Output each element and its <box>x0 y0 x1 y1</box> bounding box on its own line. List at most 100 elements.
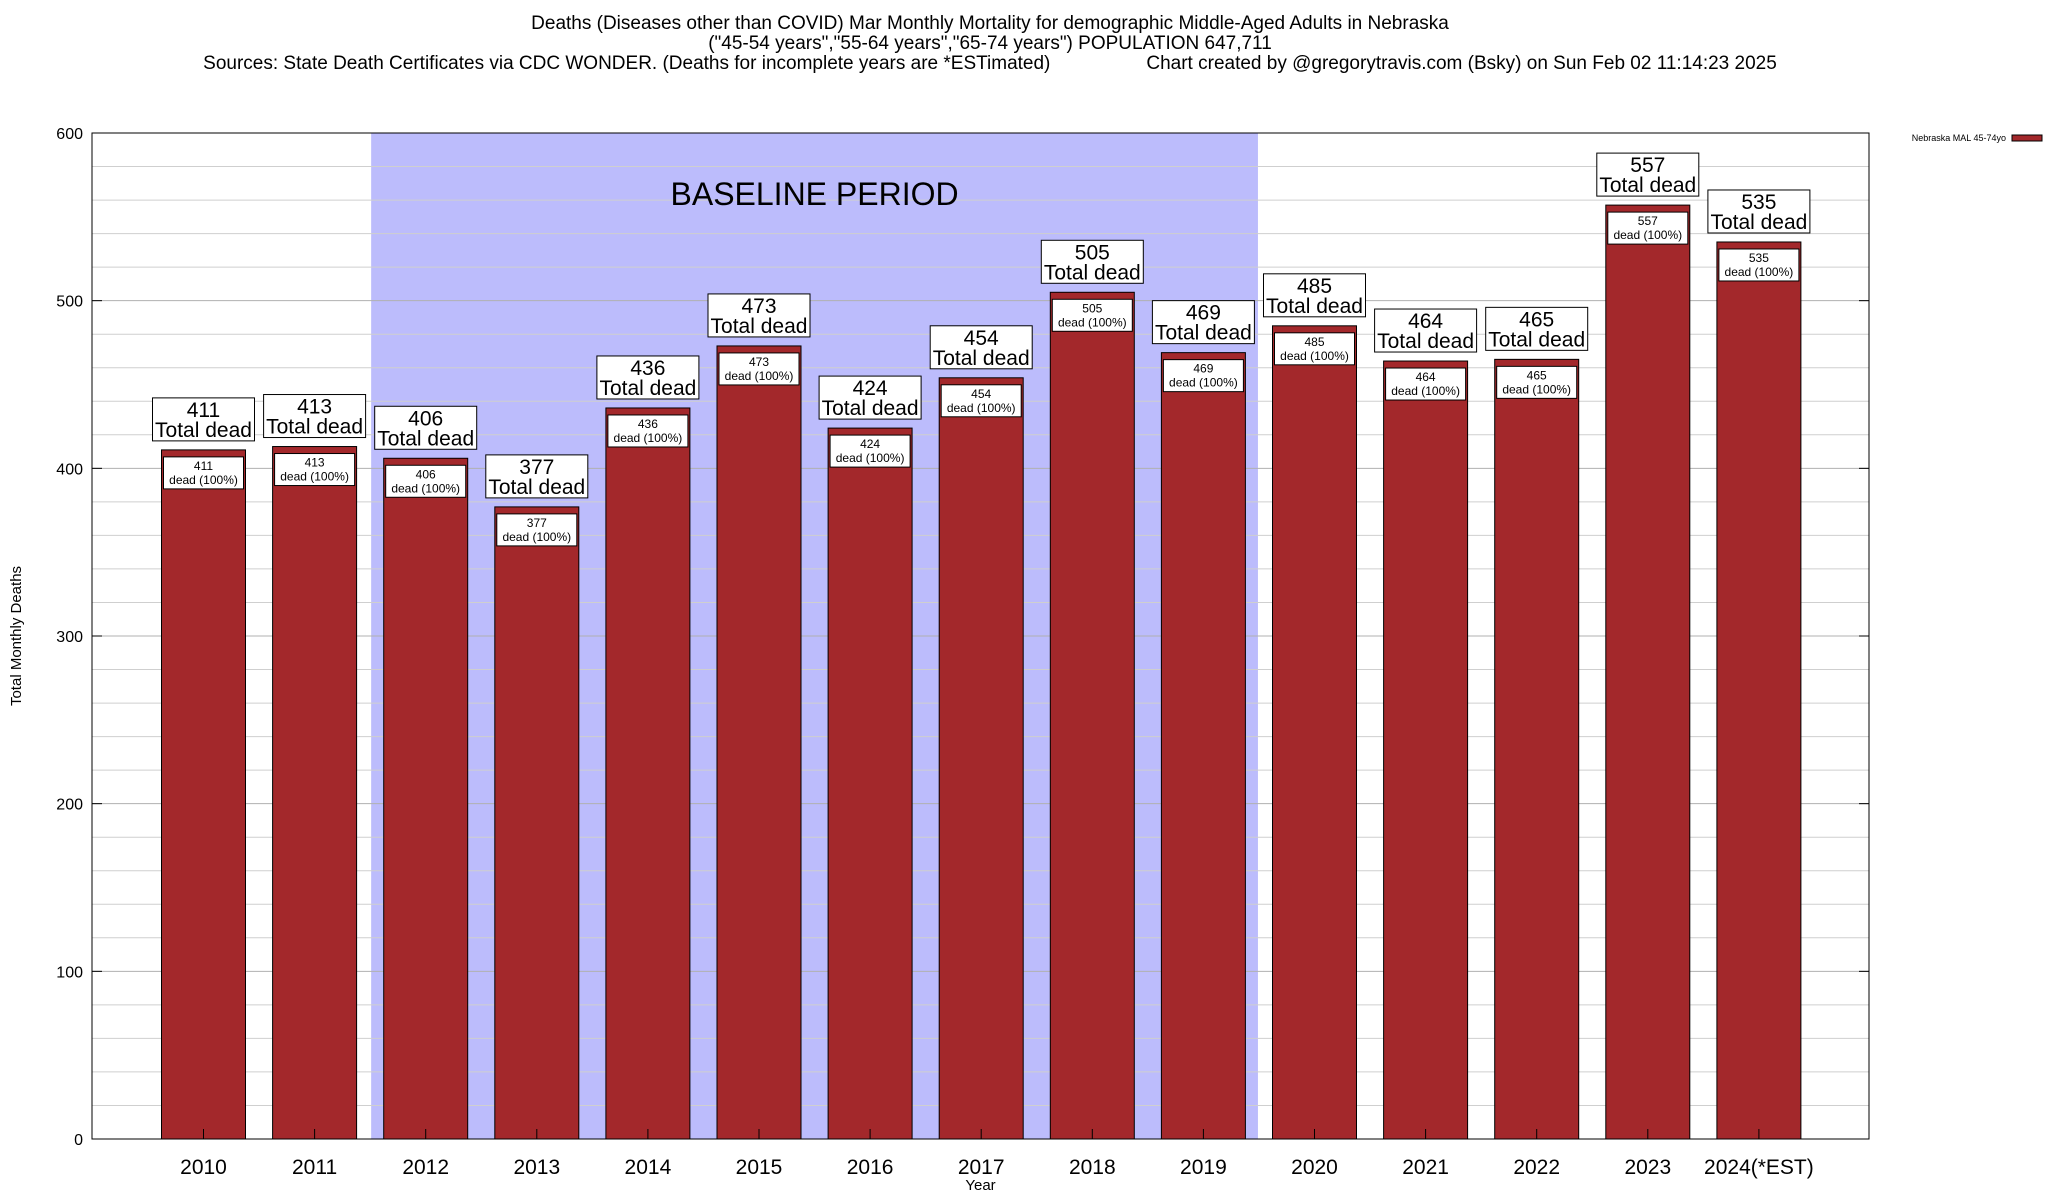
chart-sources: Sources: State Death Certificates via CD… <box>203 53 1051 74</box>
bar-label-percent: dead (100%) <box>1502 382 1571 396</box>
x-tick-label: 2020 <box>1291 1156 1338 1179</box>
total-label-box <box>707 293 811 338</box>
total-label-value: 557 <box>1630 154 1665 177</box>
total-label-box <box>929 325 1033 370</box>
total-label-value: 469 <box>1186 302 1221 325</box>
total-label-text: Total dead <box>933 347 1030 370</box>
bar-label-box <box>274 453 356 487</box>
chart-credit: Chart created by @gregorytravis.com (Bsk… <box>1146 53 1777 74</box>
total-label-text: Total dead <box>266 416 363 439</box>
total-label-text: Total dead <box>1044 261 1141 284</box>
bar-label-box <box>496 513 578 547</box>
baseline-period-label: BASELINE PERIOD <box>671 176 959 212</box>
bar-label-value: 535 <box>1749 251 1769 265</box>
total-label-box <box>1263 273 1366 318</box>
bar-label-value: 406 <box>416 467 436 481</box>
bar-label-percent: dead (100%) <box>1169 376 1238 390</box>
bar <box>1272 325 1357 1140</box>
bar-label-percent: dead (100%) <box>1613 228 1682 242</box>
y-axis-title: Total Monthly Deaths <box>8 566 25 706</box>
y-tick-label: 600 <box>56 126 83 143</box>
bar-label-value: 377 <box>527 516 547 530</box>
total-label-value: 377 <box>519 456 554 479</box>
chart-source-row: Sources: State Death Certificates via CD… <box>0 54 1980 74</box>
bar-label-percent: dead (100%) <box>1725 265 1794 279</box>
y-tick-label: 500 <box>56 294 83 311</box>
bar-label-value: 413 <box>305 456 325 470</box>
total-label-box <box>1707 189 1811 234</box>
total-label-text: Total dead <box>822 397 919 420</box>
bar <box>1605 204 1691 1140</box>
chart-subtitle: ("45-54 years","55-64 years","65-74 year… <box>708 33 1272 54</box>
bar-label-value: 557 <box>1638 214 1658 228</box>
total-label-box <box>1151 300 1255 345</box>
bar-label-box <box>1607 211 1689 245</box>
x-tick-label: 2023 <box>1624 1156 1671 1179</box>
bar-label-percent: dead (100%) <box>614 431 683 445</box>
bar-label-value: 424 <box>860 437 880 451</box>
y-tick-label: 300 <box>56 629 83 646</box>
bar <box>494 506 580 1140</box>
total-label-value: 535 <box>1741 191 1776 214</box>
x-tick-label: 2013 <box>513 1156 560 1179</box>
bar-label-percent: dead (100%) <box>947 401 1016 415</box>
total-label-box <box>1596 152 1700 197</box>
total-label-value: 454 <box>964 327 999 350</box>
total-label-value: 406 <box>408 407 443 430</box>
bar <box>272 446 358 1140</box>
total-label-box <box>818 375 922 420</box>
total-label-text: Total dead <box>1488 328 1585 351</box>
total-label-text: Total dead <box>1377 330 1474 353</box>
x-tick-label: 2018 <box>1069 1156 1116 1179</box>
bar-label-percent: dead (100%) <box>725 369 794 383</box>
total-label-value: 424 <box>853 377 888 400</box>
bar <box>161 449 246 1140</box>
bar-label-percent: dead (100%) <box>836 451 905 465</box>
x-tick-label: 2021 <box>1402 1156 1449 1179</box>
bar-label-percent: dead (100%) <box>1280 349 1349 363</box>
total-label-text: Total dead <box>377 427 474 450</box>
bar-label-box <box>163 456 244 490</box>
x-tick-label: 2022 <box>1513 1156 1560 1179</box>
bar-label-box <box>385 464 467 498</box>
total-label-value: 411 <box>187 399 220 422</box>
bar <box>938 377 1024 1140</box>
total-label-text: Total dead <box>155 419 252 442</box>
total-label-text: Total dead <box>711 315 808 338</box>
total-label-value: 505 <box>1075 241 1110 264</box>
y-tick-label: 0 <box>74 1132 83 1149</box>
x-tick-label: 2010 <box>180 1156 227 1179</box>
y-tick-label: 200 <box>56 797 83 814</box>
bar-label-value: 454 <box>971 387 991 401</box>
bar-label-percent: dead (100%) <box>1058 315 1127 329</box>
x-tick-label: 2015 <box>736 1156 783 1179</box>
bar-label-percent: dead (100%) <box>1391 384 1460 398</box>
total-label-box <box>596 355 700 400</box>
y-tick-label: 400 <box>56 461 83 478</box>
x-tick-label: 2017 <box>958 1156 1005 1179</box>
bar-label-percent: dead (100%) <box>169 473 238 487</box>
y-tick-label: 100 <box>56 964 83 981</box>
bar-label-box <box>1274 332 1355 366</box>
total-label-box <box>1374 308 1478 353</box>
x-tick-label: 2024(*EST) <box>1704 1156 1814 1179</box>
bar-label-value: 469 <box>1193 362 1213 376</box>
total-label-value: 485 <box>1297 275 1332 298</box>
x-tick-label: 2012 <box>402 1156 449 1179</box>
bar <box>1383 360 1469 1140</box>
bar-label-box <box>940 384 1022 418</box>
plot-border <box>91 132 1870 1140</box>
total-label-box <box>485 454 589 499</box>
bar-label-box <box>1051 298 1133 332</box>
x-tick-label: 2011 <box>292 1156 337 1179</box>
bar <box>1160 352 1246 1140</box>
bar-label-value: 436 <box>638 417 658 431</box>
bar <box>1494 358 1580 1140</box>
total-label-value: 473 <box>741 295 776 318</box>
bar-label-value: 473 <box>749 355 769 369</box>
bar-label-value: 485 <box>1304 335 1324 349</box>
x-tick-label: 2014 <box>625 1156 672 1179</box>
total-label-box <box>1040 239 1144 284</box>
bar-label-percent: dead (100%) <box>391 481 460 495</box>
